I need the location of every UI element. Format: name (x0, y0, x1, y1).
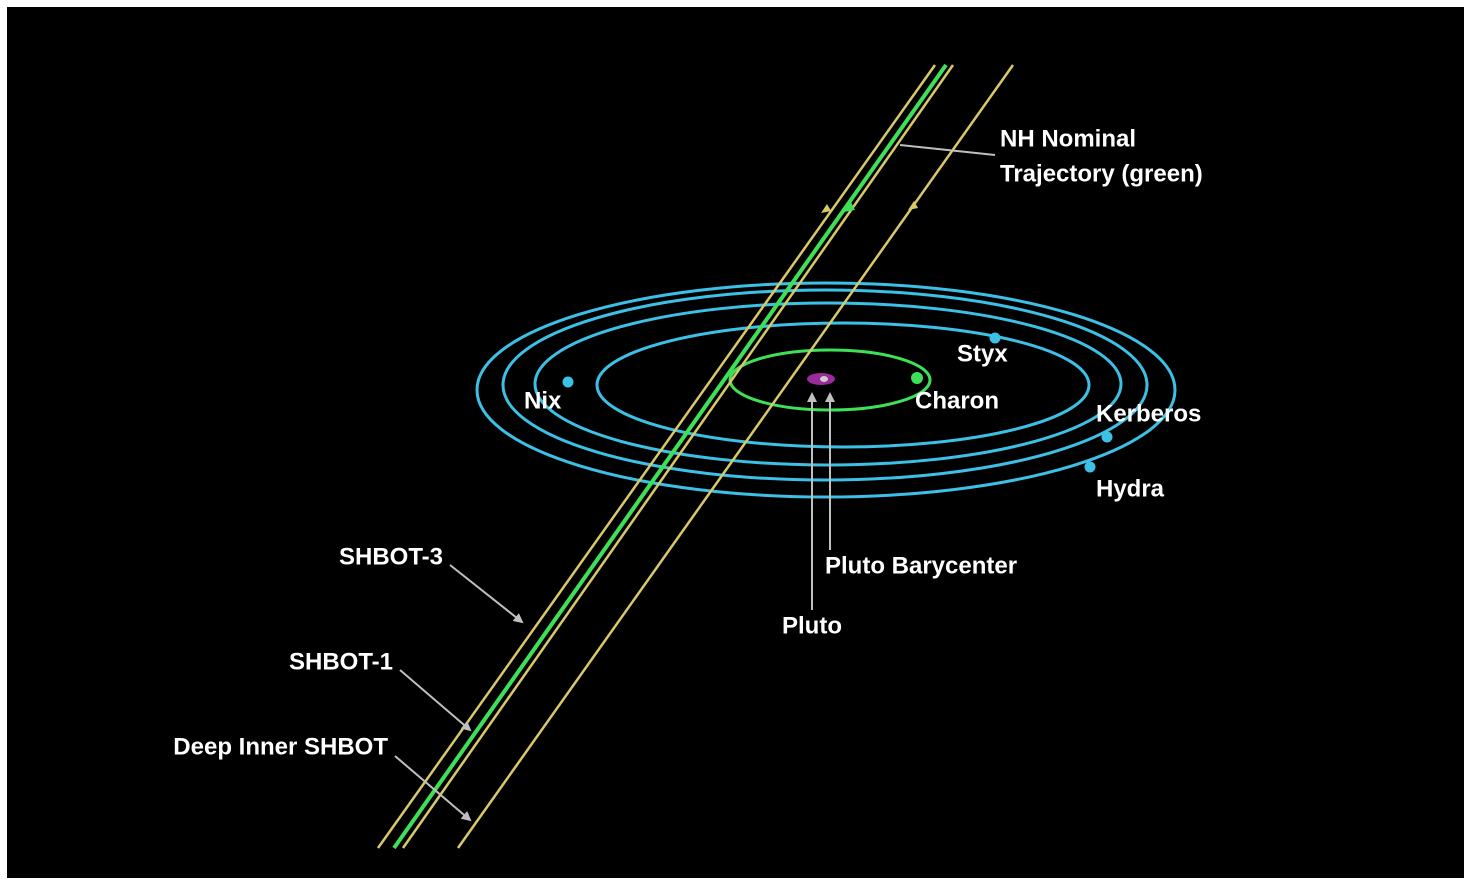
label: SHBOT-1 (289, 648, 393, 675)
label: Deep Inner SHBOT (173, 733, 388, 760)
label: Nix (524, 387, 562, 414)
moon-styx (989, 332, 1001, 344)
arrowhead (844, 202, 855, 212)
trajectory-shbot1 (401, 64, 955, 849)
background (7, 7, 1464, 878)
label: NH Nominal (1000, 125, 1136, 152)
moon-hydra (1084, 461, 1096, 473)
orbit-styx (595, 321, 1091, 449)
orbit-kerberos (501, 288, 1149, 482)
barycenter-dot (820, 376, 828, 382)
leader-arrow (394, 755, 472, 822)
orbit-hydra (475, 281, 1177, 499)
label: Kerberos (1096, 400, 1201, 427)
arrowhead (908, 201, 918, 210)
moon-charon (911, 372, 923, 384)
label: Pluto Barycenter (825, 552, 1017, 579)
trajectory-shbot3 (376, 64, 937, 849)
leader-arrow (399, 669, 472, 732)
trajectory-nominal (392, 63, 948, 850)
arrowhead (821, 204, 831, 213)
label: Styx (957, 340, 1008, 367)
orbit-nix (533, 301, 1123, 467)
leader-arrow (449, 564, 524, 624)
label: Charon (915, 387, 999, 414)
label: Pluto (782, 612, 842, 639)
trajectory-deep-inner (456, 64, 1015, 849)
label: SHBOT-3 (339, 543, 443, 570)
label: Trajectory (green) (1000, 160, 1203, 187)
label: Hydra (1096, 475, 1165, 502)
moon-kerberos (1101, 431, 1113, 443)
leader (899, 144, 996, 156)
moon-nix (562, 376, 574, 388)
